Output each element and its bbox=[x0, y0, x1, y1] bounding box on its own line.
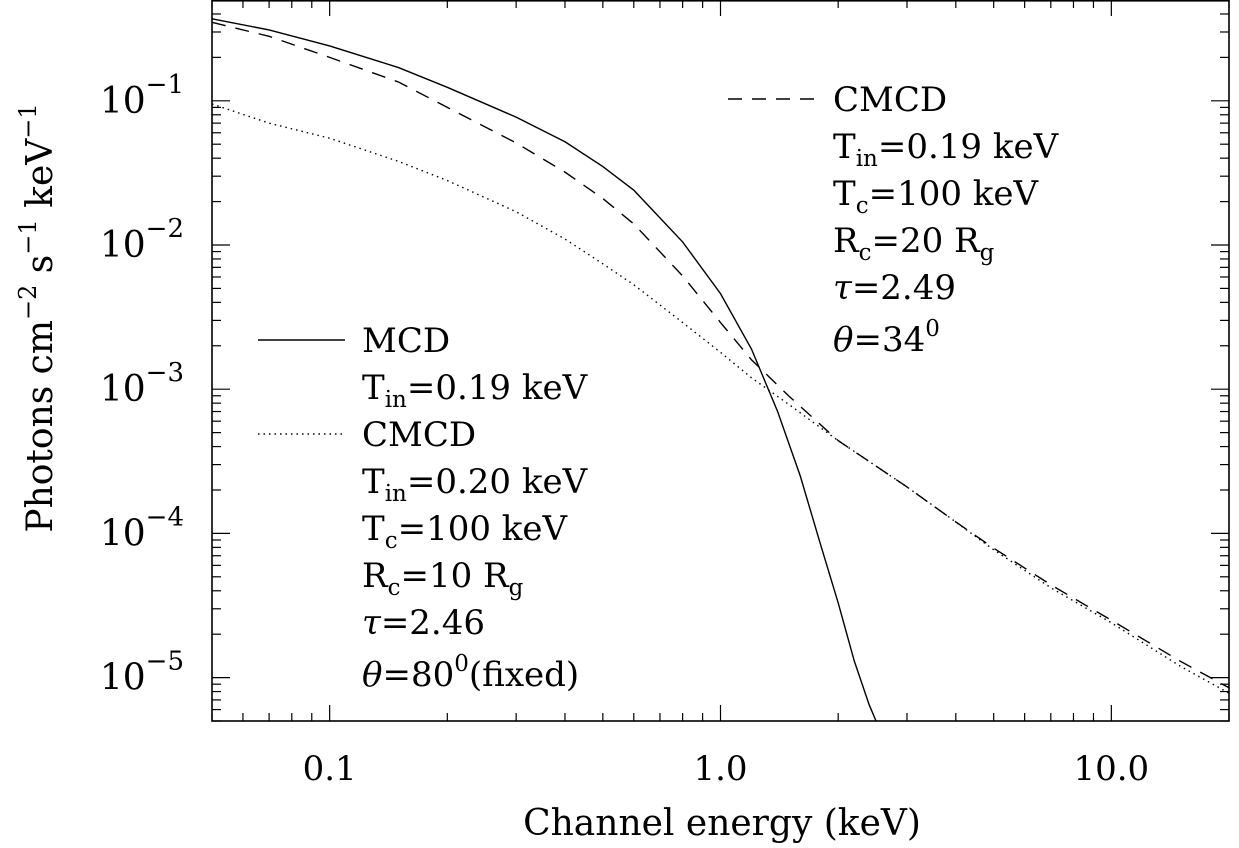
plot-frame bbox=[211, 0, 1230, 722]
legend-cmcd-dotted-tin: Tin=0.20 keV bbox=[362, 462, 589, 507]
legend-mcd-label: MCD bbox=[362, 321, 450, 361]
legend-cmcd-dashed-tau: τ=2.49 bbox=[833, 268, 956, 308]
minor-ticks bbox=[211, 0, 1230, 722]
legend-cmcd-dashed-tin: Tin=0.19 keV bbox=[833, 127, 1060, 172]
y-tick-label: 10−4 bbox=[100, 502, 184, 554]
legend-cmcd-dotted-tau: τ=2.46 bbox=[362, 603, 485, 643]
legend-right: CMCD Tin=0.19 keV Tc=100 keV Rc=20 Rg τ=… bbox=[728, 80, 1060, 360]
series-solid-line bbox=[211, 18, 877, 722]
y-tick-label: 10−3 bbox=[100, 358, 184, 410]
series-layer bbox=[211, 18, 1230, 722]
x-tick-labels: 0.1 1.0 10.0 bbox=[303, 749, 1150, 789]
y-axis-title: Photons cm−2 s−1 keV−1 bbox=[14, 103, 61, 532]
legend-cmcd-dotted-theta: θ=800(fixed) bbox=[362, 651, 579, 695]
legend-mcd-tin: Tin=0.19 keV bbox=[362, 368, 589, 413]
svg-text:Photons cm−2 s−1 keV−1: Photons cm−2 s−1 keV−1 bbox=[14, 103, 61, 532]
legend-cmcd-dashed-label: CMCD bbox=[833, 80, 947, 120]
y-tick-label: 10−1 bbox=[100, 70, 184, 122]
legend-cmcd-dotted-label: CMCD bbox=[362, 415, 476, 455]
legend-cmcd-dotted-tc: Tc=100 keV bbox=[362, 509, 568, 554]
y-title-exp-s: −1 bbox=[14, 219, 42, 254]
y-title-kev: keV bbox=[20, 138, 61, 208]
x-tick-label: 0.1 bbox=[303, 749, 357, 789]
legend-cmcd-dashed-tc: Tc=100 keV bbox=[833, 174, 1039, 219]
y-title-exp-cm: −2 bbox=[14, 285, 42, 320]
series-dashed-line bbox=[211, 21, 1230, 689]
legend-cmcd-dashed-rc: Rc=20 Rg bbox=[833, 221, 995, 266]
y-tick-label: 10−2 bbox=[100, 214, 184, 266]
x-tick-label: 10.0 bbox=[1073, 749, 1149, 789]
y-tick-labels: 10−1 10−2 10−3 10−4 10−5 bbox=[100, 70, 184, 699]
major-ticks bbox=[212, 0, 1229, 721]
x-axis-title: Channel energy (keV) bbox=[523, 803, 921, 844]
x-tick-label: 1.0 bbox=[693, 749, 747, 789]
legend-cmcd-dashed-theta: θ=340 bbox=[833, 316, 940, 360]
legend-left: MCD Tin=0.19 keV CMCD Tin=0.20 keV Tc=10… bbox=[258, 321, 589, 695]
y-title-s: s bbox=[20, 255, 61, 273]
y-title-photons: Photons cm bbox=[20, 320, 61, 533]
legend-cmcd-dotted-rc: Rc=10 Rg bbox=[362, 556, 524, 601]
y-title-exp-kev: −1 bbox=[14, 103, 42, 138]
y-tick-label: 10−5 bbox=[100, 647, 184, 699]
